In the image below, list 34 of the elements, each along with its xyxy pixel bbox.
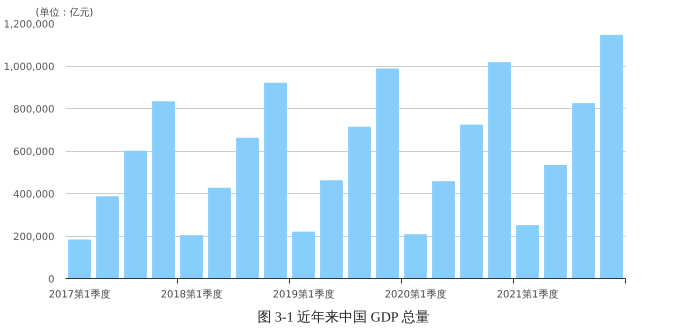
x-tick-label: 2021第1季度 (496, 288, 558, 300)
bar (460, 124, 483, 278)
bar (292, 232, 315, 278)
bar (124, 150, 147, 278)
x-tick-label: 2019第1季度 (272, 288, 334, 300)
y-tick-label: 1,000,000 (4, 62, 55, 73)
bar (488, 62, 511, 278)
bar (180, 235, 203, 278)
bar (264, 82, 287, 278)
y-tick-label: 400,000 (13, 190, 55, 200)
bar (68, 240, 91, 278)
x-tick-label: 2018第1季度 (160, 288, 222, 300)
bar (572, 103, 595, 278)
bar (376, 68, 399, 278)
bar (152, 101, 175, 278)
y-tick-label: 200,000 (13, 232, 55, 243)
bar (544, 164, 567, 278)
y-tick-label: 600,000 (13, 147, 55, 158)
y-tick-label: 1,200,000 (4, 20, 55, 30)
text: 图 3-1 近年来中国 GDP 总量 (257, 310, 430, 326)
bar (348, 126, 371, 278)
bar (600, 34, 623, 278)
y-axis-title: (单位：亿元) (36, 6, 94, 18)
bar (320, 180, 343, 278)
y-tick-label: 0 (48, 274, 55, 286)
bar (236, 138, 259, 278)
bar (516, 225, 539, 278)
y-tick-label: 800,000 (13, 104, 55, 116)
bar (96, 196, 119, 278)
bar (404, 234, 427, 278)
x-tick-label: 2020第1季度 (384, 288, 446, 300)
x-tick-label: 2017第1季度 (48, 288, 110, 300)
bar (208, 188, 231, 278)
bar (432, 181, 455, 278)
